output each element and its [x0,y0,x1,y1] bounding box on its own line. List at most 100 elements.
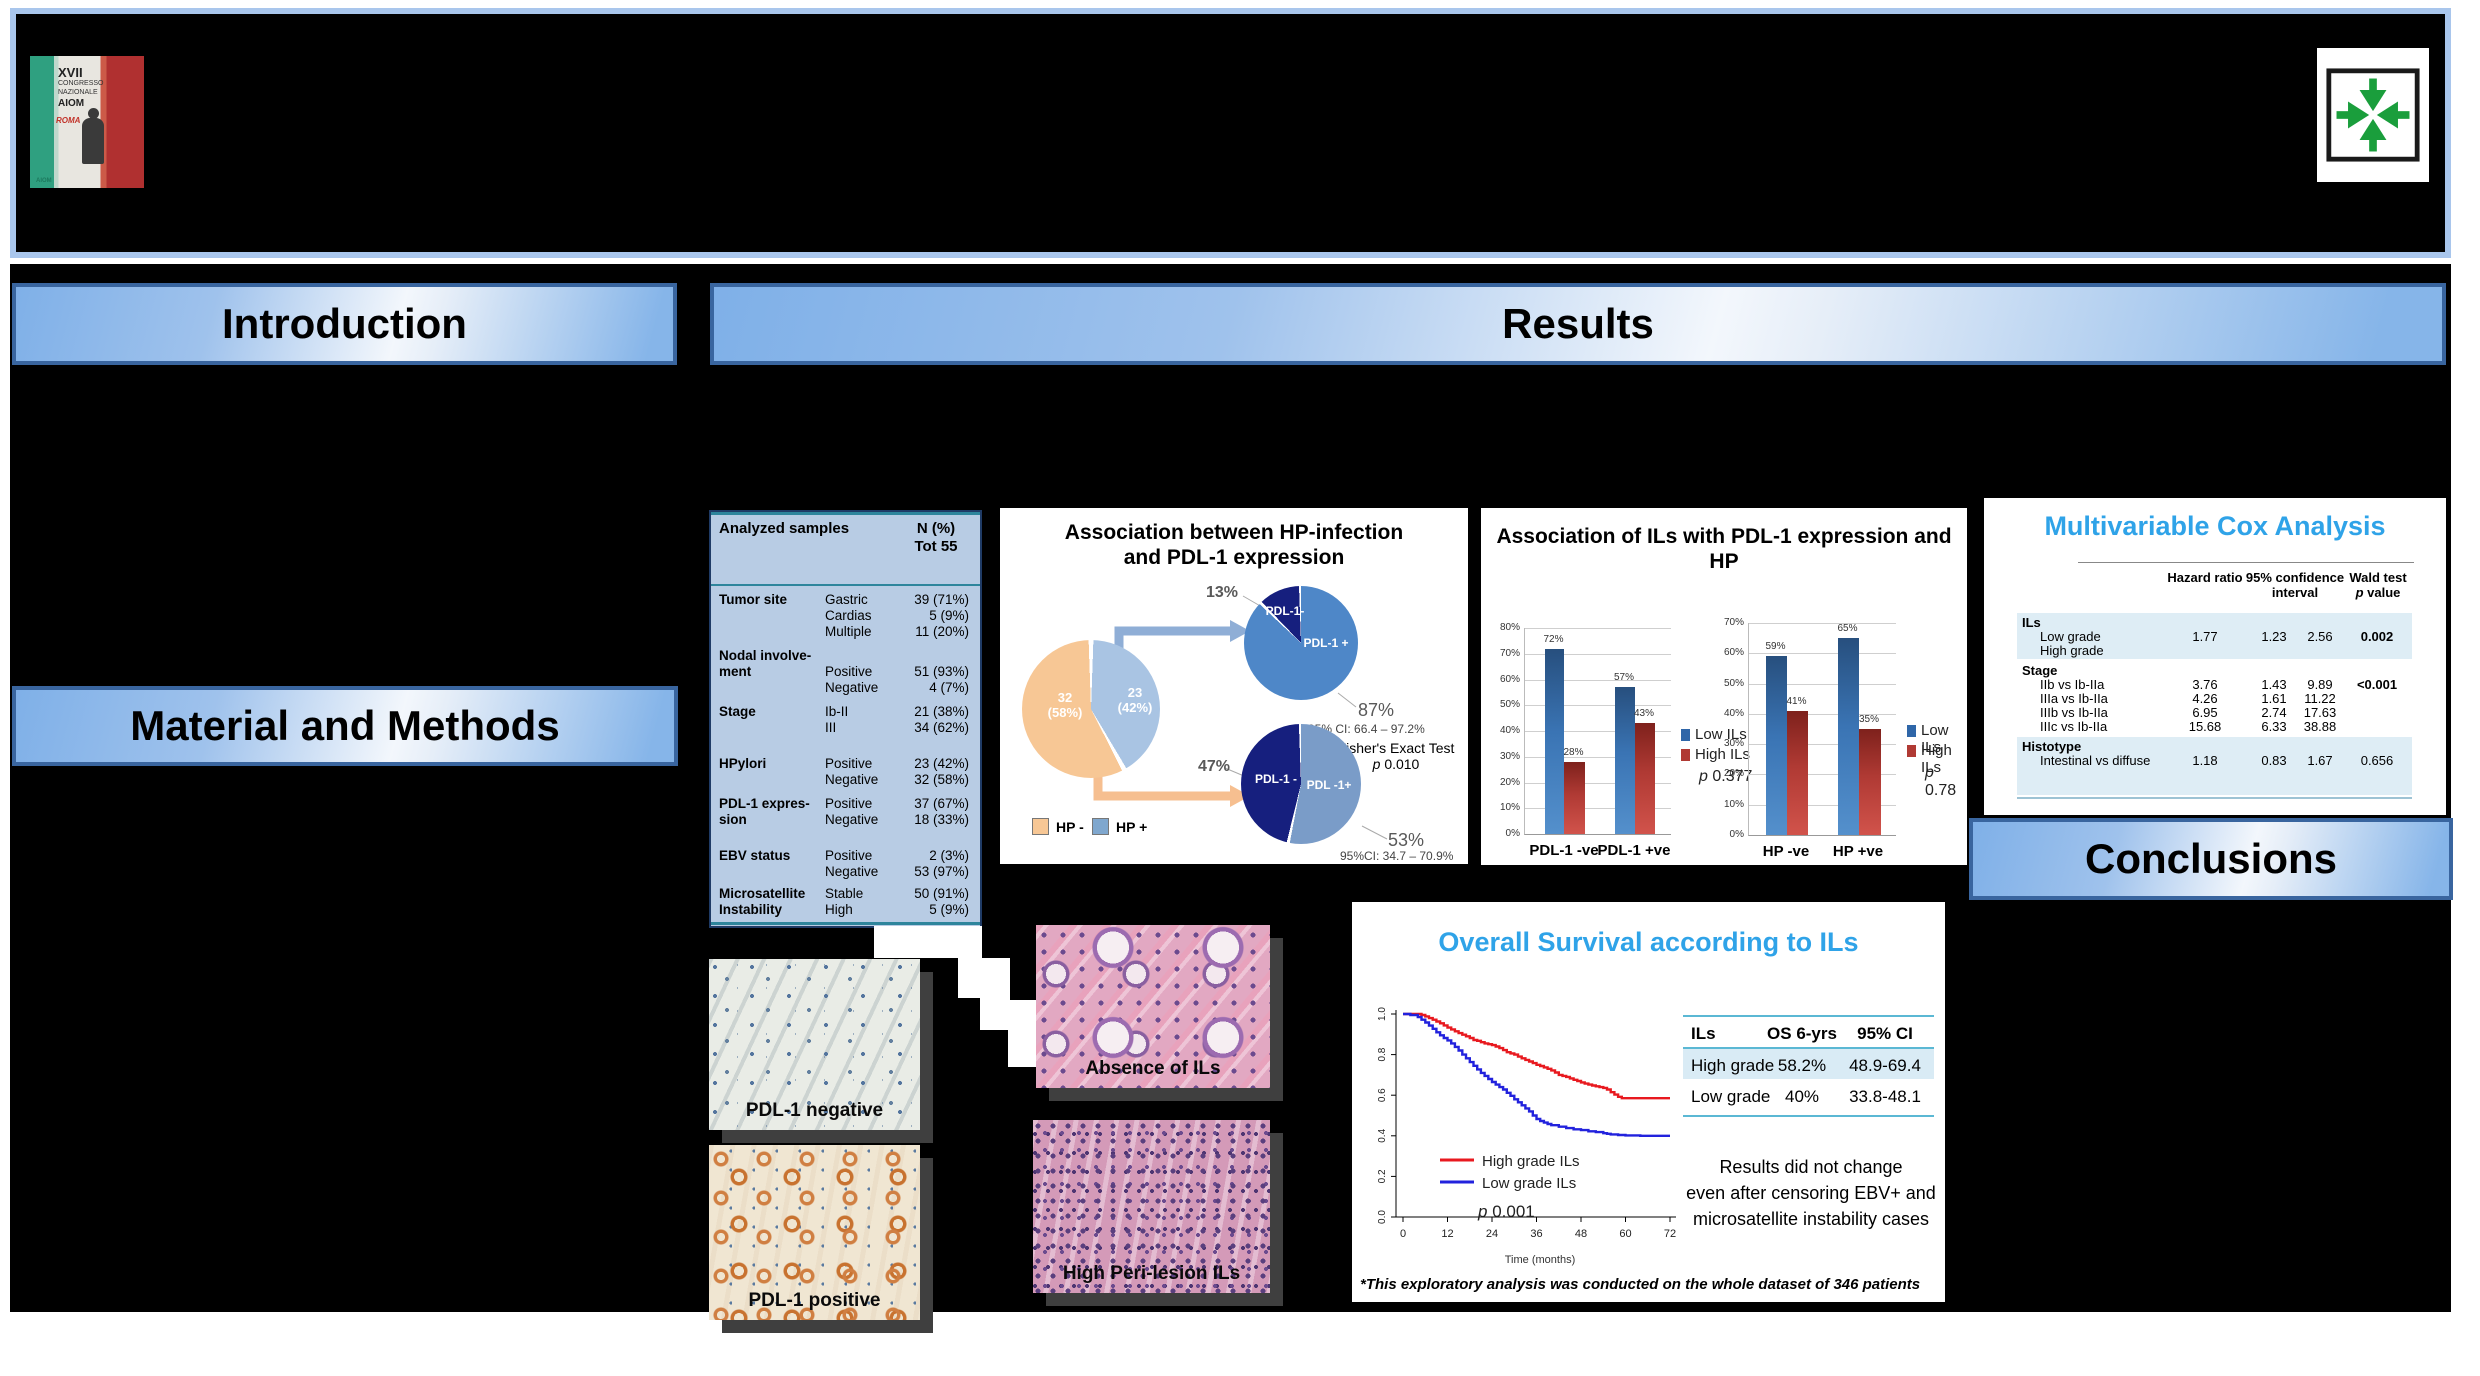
grid-line [1525,782,1671,784]
samples-value: 37 (67%) [914,796,969,811]
bar-value-label: 28% [1563,746,1584,758]
high-peri-lesion-ils-image: High Peri-lesion ILs [1033,1120,1270,1293]
cox-header-wald-line2: value [2363,585,2401,600]
samples-group-label: EBV status [719,848,791,863]
analyzed-samples-table: Analyzed samples N (%) Tot 55 Tumor site… [709,510,982,928]
cox-group-bg [2017,613,2412,659]
km-x-tick-label: 60 [1619,1228,1631,1240]
hp-status-pie: 32 (58%) 23 (42%) [1022,640,1160,778]
cox-row-label: High grade [2040,643,2104,658]
cox-row-label: IIb vs Ib-IIa [2040,677,2105,692]
samples-sub-label: Negative [825,772,879,787]
samples-value: 4 (7%) [929,680,969,695]
y-tick-label: 40% [1499,725,1520,736]
cox-row-label: IIIa vs Ib-IIa [2040,691,2108,706]
os-header-ci: 95% CI [1857,1024,1913,1043]
samples-row: HPylori Positive 23 (42%) [711,756,980,772]
survival-title: Overall Survival according to ILs [1438,927,1859,957]
km-plot: 0 12 24 36 48 60 72 0.0 0.2 0.4 0.6 0.8 1.0 [1377,1007,1676,1240]
high-peri-lesion-ils-label: High Peri-lesion ILs [1062,1263,1241,1284]
cox-value: 6.95 [2192,705,2218,720]
y-tick-label: 50% [1723,677,1744,689]
samples-sub-label: Negative [825,864,879,879]
congress-logo: XVII CONGRESSO NAZIONALE AIOM ROMA AIOM [30,56,144,188]
y-tick-label: 20% [1723,768,1744,780]
cox-value: 1.18 [2192,753,2218,768]
km-y-tick-label: 0.8 [1377,1047,1388,1061]
samples-row: EBV status Positive 2 (3%) [711,848,980,864]
cox-value: 9.89 [2307,677,2333,692]
cox-value: 2.74 [2261,705,2287,720]
cox-group-label: ILs [2022,615,2041,630]
bar-value-label: 41% [1786,695,1807,707]
bottom-pie-ci: 95%CI: 34.7 – 70.9% [1340,849,1454,863]
absence-of-ils-label: Absence of ILs [1085,1058,1221,1079]
samples-value: 21 (38%) [914,704,969,719]
samples-sub-label: Cardias [825,608,872,623]
bar [1859,729,1881,835]
samples-row: Negative 4 (7%) [711,680,980,696]
cox-row-label: IIIb vs Ib-IIa [2040,705,2108,720]
cox-header-ci-line1: 95% confidence [2245,570,2345,585]
cox-value: 4.26 [2192,691,2218,706]
pie-panel-title-line2: and PDL-1 expression [1123,546,1345,569]
cox-value: 6.33 [2261,719,2287,734]
cox-value: 2.56 [2307,629,2333,644]
samples-group-label: Stage [719,704,756,719]
samples-row: Negative 32 (58%) [711,772,980,788]
fisher-p-symbol: p [1372,756,1381,772]
pdl1-negative-label: PDL-1 negative [745,1100,884,1121]
bar-plot-area [1748,623,1896,836]
left-p-value: p 0.377 [1699,768,1752,786]
y-tick-label: 70% [1723,617,1744,628]
y-tick-label: 20% [1499,776,1520,788]
x-category-label: PDL-1 +ve [1597,842,1671,859]
hp-neg-legend-label: HP - [1056,819,1084,835]
fisher-test-label: Fisher's Exact Test p 0.010 [1330,740,1462,772]
cox-value: 0.83 [2261,753,2287,768]
censoring-note: Results did not change even after censor… [1682,1154,1940,1232]
samples-sub-label: III [825,720,837,735]
samples-row: PDL-1 expres- Positive 37 (67%) [711,796,980,812]
left-p-number: 0.377 [1712,768,1753,785]
bottom-pie-pos-label: PDL -1+ [1306,778,1352,792]
hp-pos-legend-label: HP + [1116,819,1148,835]
y-tick-label: 40% [1723,707,1744,719]
samples-row: ment Positive 51 (93%) [711,664,980,680]
km-legend-high: High grade ILs [1482,1153,1580,1170]
top-pie-callout-pos: 87% [1358,700,1395,720]
grid-line [1525,756,1671,758]
congress-logo-line4: AIOM [58,98,85,109]
y-tick-label: 70% [1499,647,1520,659]
km-x-tick-label: 48 [1575,1228,1587,1240]
fisher-p-value: 0.010 [1384,756,1420,772]
high-ils-marker-icon [1907,745,1916,757]
samples-value: 34 (62%) [914,720,969,735]
samples-row: sion Negative 18 (33%) [711,812,980,828]
os-rule-mid [1683,1047,1934,1049]
samples-row: Nodal involve- [711,648,980,664]
samples-sub-label: Positive [825,756,873,771]
cox-value: 38.88 [2303,719,2337,734]
grid-line [1749,804,1896,806]
cox-group-label: Histotype [2022,739,2082,754]
samples-sub-label: High [825,902,853,917]
samples-sub-label: Gastric [825,592,868,607]
grid-line [1749,713,1896,715]
samples-group-label: sion [719,812,747,827]
top-pie-neg-label: PDL-1- [1265,604,1305,618]
os-high-label: High grade [1691,1056,1775,1075]
top-pie-callout-neg: 13% [1206,584,1239,601]
left-p-symbol: p [1699,768,1708,785]
bar [1838,638,1859,835]
grid-line [1749,744,1896,746]
bottom-pie-callout-pos: 53% [1388,830,1425,850]
top-pie-ci: 95% CI: 66.4 – 97.2% [1308,722,1425,736]
hp-neg-swatch-icon [1032,818,1049,835]
hp-pos-swatch-icon [1092,818,1109,835]
bar-panel-title: Association of ILs with PDL-1 expression… [1496,525,1952,573]
cox-row-label: Low grade [2040,629,2101,644]
km-y-tick-label: 0.0 [1377,1210,1388,1224]
km-p-number: 0.001 [1492,1202,1535,1221]
